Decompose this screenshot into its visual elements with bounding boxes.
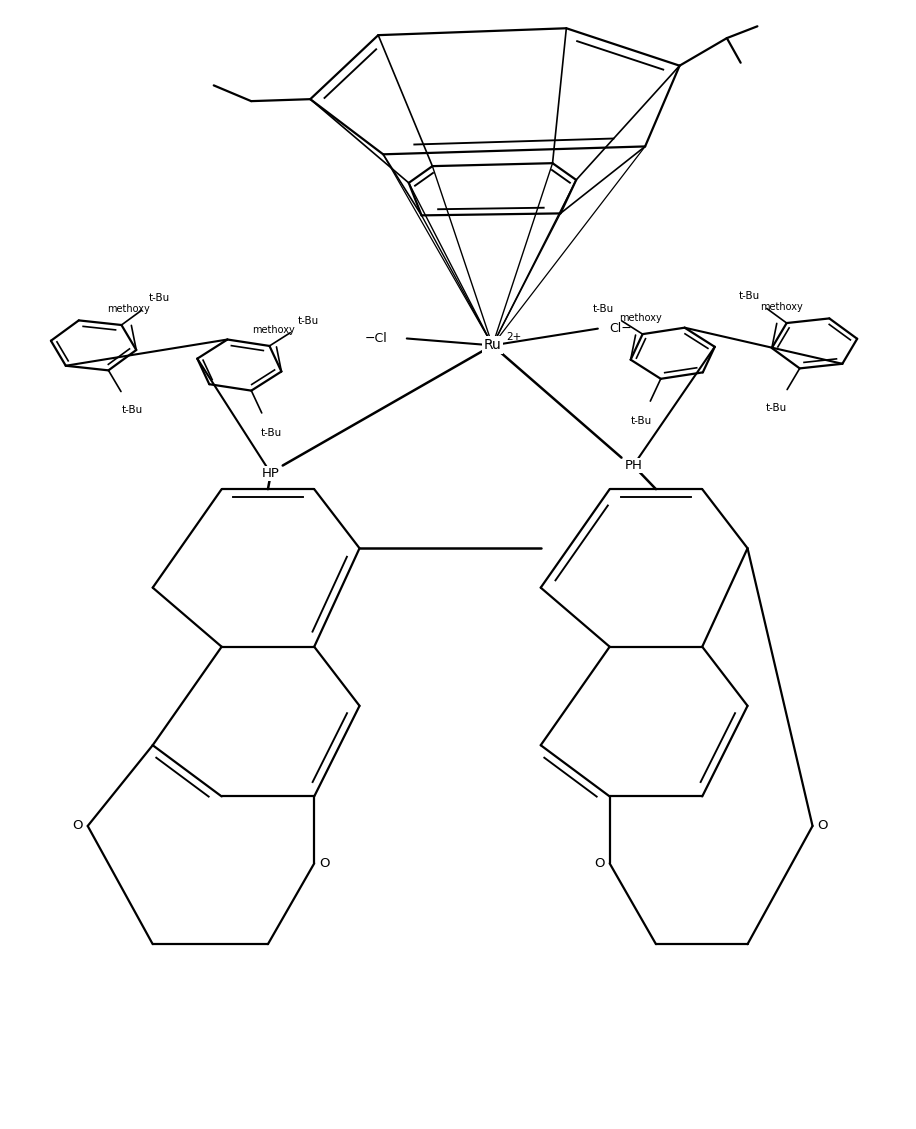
Text: methoxy: methoxy bbox=[252, 325, 295, 335]
Text: t-Bu: t-Bu bbox=[593, 305, 614, 314]
Text: t-Bu: t-Bu bbox=[738, 290, 760, 300]
Text: methoxy: methoxy bbox=[760, 301, 803, 312]
Text: t-Bu: t-Bu bbox=[148, 292, 169, 303]
Text: t-Bu: t-Bu bbox=[122, 405, 143, 415]
Text: t-Bu: t-Bu bbox=[260, 428, 281, 438]
Text: −Cl: −Cl bbox=[365, 332, 387, 345]
Text: O: O bbox=[72, 820, 83, 832]
Text: 2+: 2+ bbox=[507, 333, 521, 342]
Text: methoxy: methoxy bbox=[619, 314, 662, 323]
Text: PH: PH bbox=[625, 460, 642, 472]
Text: Ru: Ru bbox=[484, 339, 501, 352]
Text: t-Bu: t-Bu bbox=[766, 403, 787, 413]
Text: t-Bu: t-Bu bbox=[298, 316, 319, 326]
Text: t-Bu: t-Bu bbox=[630, 415, 652, 426]
Text: O: O bbox=[319, 857, 330, 870]
Text: O: O bbox=[594, 857, 605, 870]
Text: methoxy: methoxy bbox=[107, 304, 150, 314]
Text: Cl−: Cl− bbox=[610, 322, 632, 335]
Text: O: O bbox=[817, 820, 828, 832]
Text: HP: HP bbox=[262, 467, 279, 480]
